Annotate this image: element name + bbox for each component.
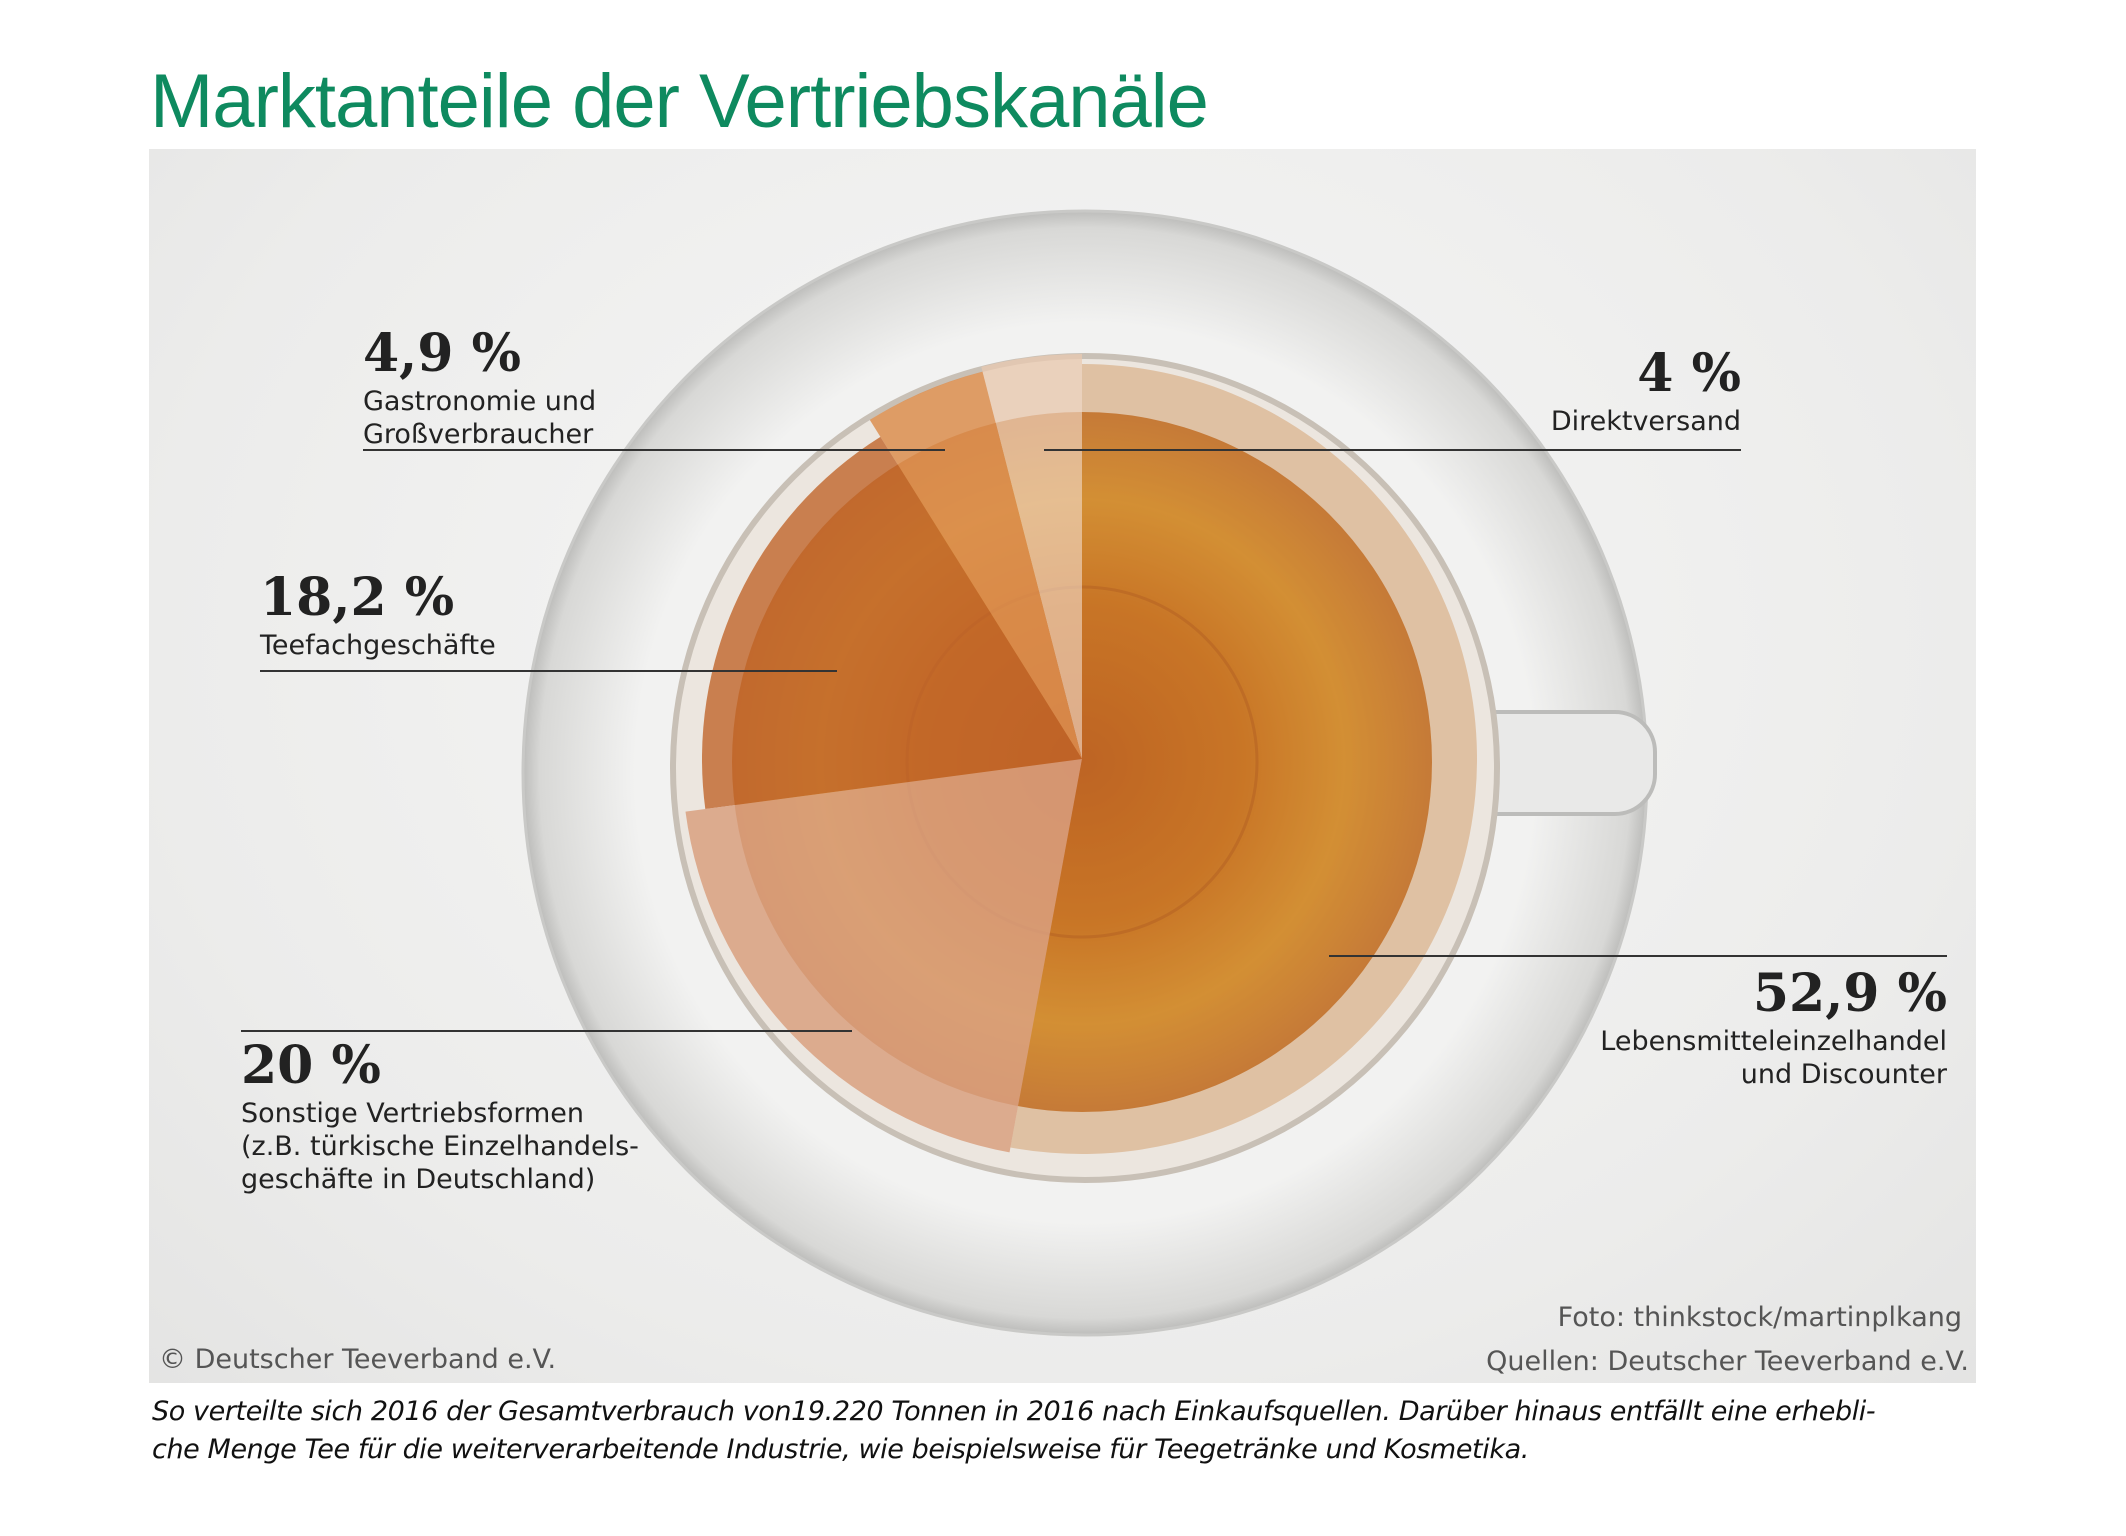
category-label: Gastronomie und — [363, 386, 597, 417]
pie-slice-4 — [685, 759, 1082, 1153]
value-label: 4 % — [1637, 343, 1741, 404]
pie-slice-1 — [981, 354, 1082, 759]
category-label: und Discounter — [1740, 1058, 1947, 1090]
label-direktversand: 4 % Direktversand — [1551, 348, 1741, 439]
label-lebensmittel: 52,9 % Lebensmitteleinzelhandel und Disc… — [1600, 968, 1947, 1092]
category-label: Teefachgeschäfte — [260, 630, 496, 661]
value-label: 20 % — [241, 1035, 381, 1096]
sources-credit: Quellen: Deutscher Teeverband e.V. — [1486, 1346, 1969, 1377]
value-label: 4,9 % — [363, 323, 521, 384]
caption: So verteilte sich 2016 der Gesamtverbrau… — [152, 1393, 1982, 1469]
category-label: Lebensmitteleinzelhandel — [1600, 1026, 1947, 1057]
leader-lines — [241, 449, 1947, 1032]
value-label: 52,9 % — [1752, 963, 1947, 1024]
caption-line: So verteilte sich 2016 der Gesamtverbrau… — [152, 1396, 1876, 1427]
value-label: 18,2 % — [260, 567, 455, 628]
copyright: © Deutscher Teeverband e.V. — [159, 1344, 557, 1375]
category-label: geschäfte in Deutschland) — [241, 1163, 596, 1195]
chart-title: Marktanteile der Vertriebskanäle — [150, 59, 1209, 144]
label-teefach: 18,2 % Teefachgeschäfte — [260, 572, 496, 663]
pie-slice-2 — [869, 371, 1082, 759]
category-label: Großverbraucher — [363, 418, 594, 450]
category-label: Direktversand — [1550, 406, 1741, 437]
photo-credit: Foto: thinkstock/martinplkang — [1557, 1302, 1962, 1333]
label-gastronomie: 4,9 % Gastronomie und Großverbraucher — [363, 328, 596, 452]
category-label: Sonstige Vertriebsformen — [241, 1098, 585, 1129]
caption-line: che Menge Tee für die weiterverarbeitend… — [152, 1434, 1529, 1465]
pie-slice-3 — [702, 436, 1082, 809]
category-label: (z.B. türkische Einzelhandels- — [241, 1130, 639, 1162]
label-sonstige: 20 % Sonstige Vertriebsformen (z.B. türk… — [241, 1040, 639, 1197]
